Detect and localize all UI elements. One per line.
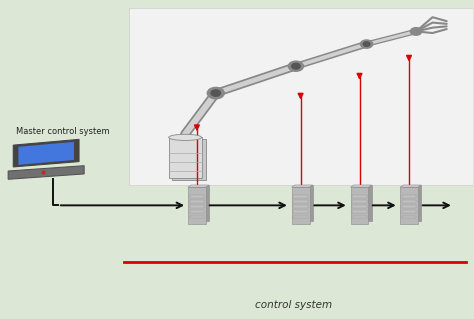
Polygon shape bbox=[351, 185, 372, 187]
Circle shape bbox=[410, 28, 422, 35]
Bar bbox=[292, 187, 310, 224]
Polygon shape bbox=[403, 185, 421, 221]
Polygon shape bbox=[18, 142, 74, 165]
Bar bbox=[190, 205, 204, 208]
Bar bbox=[190, 195, 204, 198]
Bar bbox=[293, 200, 308, 203]
Bar bbox=[352, 200, 367, 203]
Polygon shape bbox=[295, 185, 313, 221]
Bar bbox=[190, 211, 204, 213]
Circle shape bbox=[360, 40, 373, 48]
Circle shape bbox=[292, 63, 300, 69]
Bar bbox=[190, 216, 204, 218]
Circle shape bbox=[207, 87, 224, 99]
Bar bbox=[172, 139, 206, 180]
Polygon shape bbox=[400, 185, 421, 187]
Polygon shape bbox=[188, 185, 209, 187]
Bar bbox=[400, 187, 418, 224]
Bar bbox=[352, 211, 367, 213]
Bar bbox=[352, 216, 367, 218]
Text: Master control system: Master control system bbox=[16, 127, 109, 136]
Bar bbox=[402, 211, 416, 213]
Bar bbox=[352, 205, 367, 208]
Polygon shape bbox=[8, 166, 84, 179]
Bar bbox=[293, 211, 308, 213]
Bar bbox=[293, 205, 308, 208]
Ellipse shape bbox=[169, 134, 201, 140]
Circle shape bbox=[211, 90, 220, 96]
Bar bbox=[402, 216, 416, 218]
Bar bbox=[402, 200, 416, 203]
Bar bbox=[351, 187, 368, 224]
Bar bbox=[352, 195, 367, 198]
Bar bbox=[128, 8, 473, 185]
Bar bbox=[190, 200, 204, 203]
Polygon shape bbox=[292, 185, 313, 187]
Bar bbox=[169, 137, 201, 178]
Bar bbox=[188, 187, 206, 224]
Circle shape bbox=[288, 61, 303, 71]
Polygon shape bbox=[354, 185, 372, 221]
Polygon shape bbox=[13, 139, 79, 167]
Bar bbox=[293, 195, 308, 198]
Bar bbox=[402, 195, 416, 198]
Text: control system: control system bbox=[255, 300, 332, 310]
Circle shape bbox=[363, 42, 370, 46]
Bar bbox=[293, 216, 308, 218]
Polygon shape bbox=[191, 185, 209, 221]
Bar bbox=[402, 205, 416, 208]
